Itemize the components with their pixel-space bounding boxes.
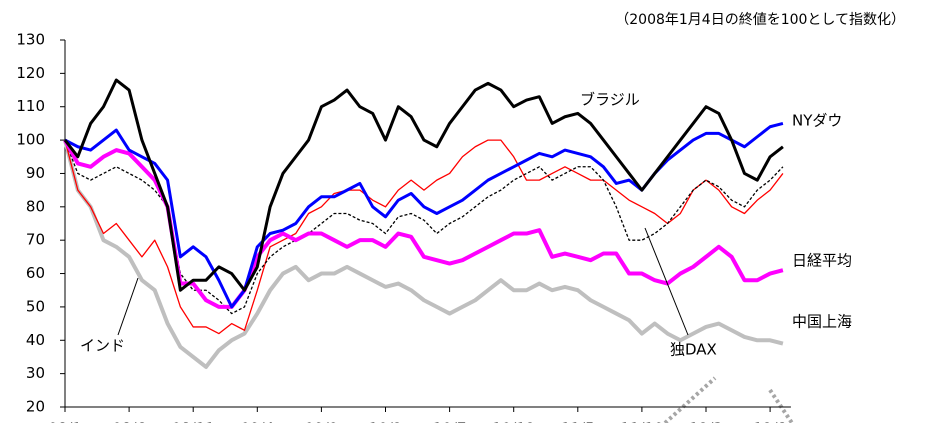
y-tick-label: 80 — [26, 197, 45, 215]
series-label: ブラジル — [580, 91, 640, 109]
y-tick-label: 90 — [26, 164, 45, 182]
series-line — [63, 139, 784, 309]
series-line — [63, 78, 784, 292]
x-tick-label: 10/7 — [433, 420, 467, 423]
pointer — [117, 277, 139, 336]
subtitle: （2008年1月4日の終値を100として指数化） — [615, 12, 905, 28]
x-tick-label: 12/8 — [753, 420, 787, 423]
series-label: 中国上海 — [792, 313, 852, 331]
x-tick-label: 11/5 — [561, 420, 595, 423]
x-tick-label: 08/1 — [48, 420, 82, 423]
y-tick-label: 40 — [26, 331, 45, 349]
series-label: NYダウ — [792, 112, 842, 130]
x-tick-label: 11/10 — [620, 420, 663, 423]
y-tick-label: 120 — [16, 64, 45, 82]
series-line — [64, 139, 784, 335]
y-tick-label: 100 — [16, 131, 45, 149]
y-tick-label: 110 — [16, 97, 45, 115]
x-tick-label: 10/12 — [492, 420, 535, 423]
y-tick-label: 50 — [26, 297, 45, 315]
y-tick-label: 70 — [26, 231, 45, 249]
x-tick-label: 09/9 — [305, 420, 339, 423]
series-label: 日経平均 — [792, 252, 852, 270]
decoration — [663, 376, 717, 423]
series-line — [63, 139, 784, 369]
x-tick-label: 10/2 — [369, 420, 403, 423]
pointer — [644, 227, 689, 336]
x-tick-label: 08/11 — [172, 420, 215, 423]
x-tick-label: 12/3 — [689, 420, 723, 423]
series-label: 独DAX — [670, 341, 717, 359]
y-tick-label: 30 — [26, 364, 45, 382]
y-tick-label: 130 — [16, 31, 45, 49]
y-tick-label: 60 — [26, 264, 45, 282]
series-label: インド — [80, 337, 125, 355]
series-line — [64, 139, 784, 315]
x-tick-label: 09/4 — [240, 420, 274, 423]
x-tick-label: 08/6 — [112, 420, 146, 423]
y-tick-label: 20 — [26, 398, 45, 416]
